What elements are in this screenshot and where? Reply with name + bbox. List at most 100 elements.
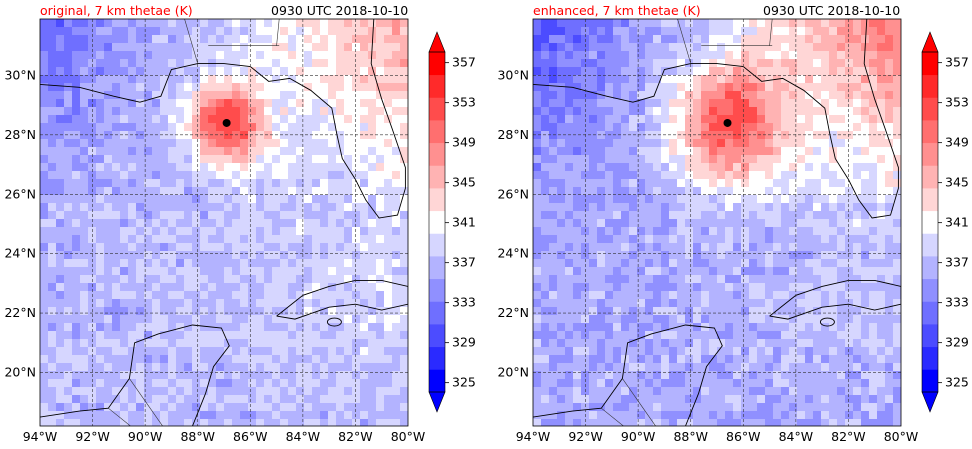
field-cell [56, 107, 65, 116]
field-cell [56, 131, 65, 140]
field-cell [725, 131, 734, 140]
field-cell [773, 323, 782, 332]
field-cell [160, 19, 169, 28]
field-cell [264, 251, 273, 260]
field-cell [741, 43, 750, 52]
field-cell [48, 131, 57, 140]
field-cell [613, 227, 622, 236]
field-cell [40, 355, 49, 364]
field-cell [805, 59, 814, 68]
field-cell [216, 147, 225, 156]
field-cell [773, 187, 782, 196]
field-cell [328, 67, 337, 76]
colorbar-segment [429, 369, 445, 393]
field-cell [192, 395, 201, 404]
field-cell [869, 419, 878, 426]
field-cell [573, 315, 582, 324]
field-cell [581, 323, 590, 332]
field-cell [565, 411, 574, 420]
field-cell [645, 395, 654, 404]
field-cell [96, 59, 105, 68]
field-cell [661, 163, 670, 172]
field-cell [877, 43, 886, 52]
field-cell [677, 235, 686, 244]
field-cell [589, 99, 598, 108]
field-cell [216, 139, 225, 148]
field-cell [40, 147, 49, 156]
field-cell [765, 227, 774, 236]
field-cell [565, 403, 574, 412]
field-cell [613, 147, 622, 156]
field-cell [168, 419, 177, 426]
field-cell [653, 299, 662, 308]
field-cell [304, 123, 313, 132]
field-cell [781, 259, 790, 268]
field-cell [40, 75, 49, 84]
field-cell [176, 35, 185, 44]
field-cell [565, 251, 574, 260]
field-cell [40, 259, 49, 268]
field-cell [557, 75, 566, 84]
field-cell [549, 291, 558, 300]
field-cell [336, 211, 345, 220]
field-cell [837, 291, 846, 300]
field-cell [677, 275, 686, 284]
field-cell [232, 379, 241, 388]
field-cell [224, 315, 233, 324]
field-cell [176, 355, 185, 364]
field-cell [621, 387, 630, 396]
field-cell [573, 371, 582, 380]
field-cell [304, 115, 313, 124]
field-cell [184, 379, 193, 388]
field-cell [637, 243, 646, 252]
field-cell [653, 275, 662, 284]
field-cell [176, 251, 185, 260]
field-cell [813, 219, 822, 228]
field-cell [360, 259, 369, 268]
field-cell [621, 187, 630, 196]
field-cell [112, 187, 121, 196]
field-cell [80, 139, 89, 148]
field-cell [184, 339, 193, 348]
field-cell [549, 355, 558, 364]
field-cell [64, 251, 73, 260]
field-cell [733, 339, 742, 348]
field-cell [224, 235, 233, 244]
field-cell [344, 323, 353, 332]
field-cell [813, 363, 822, 372]
field-cell [613, 411, 622, 420]
field-cell [168, 339, 177, 348]
field-cell [861, 27, 870, 36]
field-cell [885, 99, 894, 108]
field-cell [597, 155, 606, 164]
field-cell [533, 171, 542, 180]
field-cell [248, 235, 257, 244]
field-cell [264, 275, 273, 284]
field-cell [296, 35, 305, 44]
field-cell [821, 259, 830, 268]
field-cell [256, 275, 265, 284]
field-cell [56, 51, 65, 60]
field-cell [741, 35, 750, 44]
field-cell [853, 83, 862, 92]
field-cell [869, 275, 878, 284]
field-cell [749, 227, 758, 236]
field-cell [256, 203, 265, 212]
field-cell [813, 323, 822, 332]
field-cell [208, 387, 217, 396]
field-cell [605, 291, 614, 300]
coastline-yucatan [40, 324, 230, 426]
field-cell [645, 27, 654, 36]
field-cell [80, 99, 89, 108]
field-cell [845, 395, 854, 404]
field-cell [256, 339, 265, 348]
field-cell [797, 347, 806, 356]
field-cell [797, 147, 806, 156]
field-cell [400, 187, 408, 196]
field-cell [741, 227, 750, 236]
field-cell [216, 195, 225, 204]
field-cell [288, 315, 297, 324]
field-cell [749, 43, 758, 52]
field-cell [320, 195, 329, 204]
field-cell [821, 235, 830, 244]
